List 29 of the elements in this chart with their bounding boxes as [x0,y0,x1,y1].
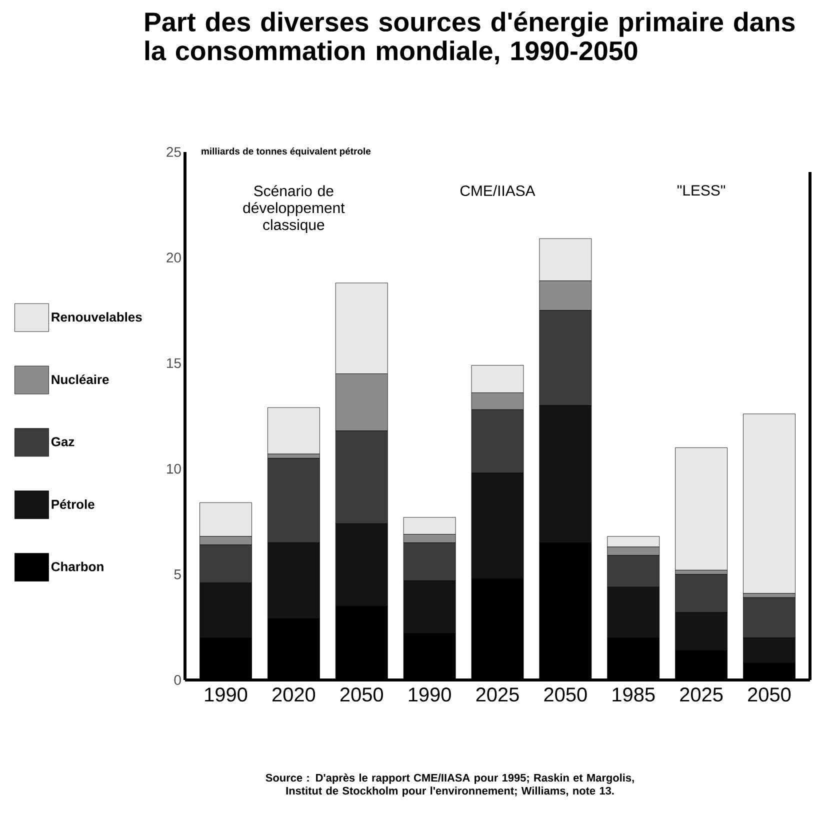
y-axis-title: milliards de tonnes équivalent pétrole [202,148,371,156]
y-tick-label: 0 [174,675,181,685]
bar [267,407,320,454]
x-tick-label: 2050 [748,688,791,702]
x-tick-label: 2020 [272,688,316,702]
x-tick-label: 2025 [476,688,519,702]
bar [743,414,796,594]
bar [675,447,728,570]
legend-label: Charbon [51,562,104,572]
y-tick-label: 5 [174,570,181,580]
annotation: "LESS" [678,185,726,196]
x-tick-label: 1990 [205,688,248,702]
legend-label: Gaz [51,437,74,446]
x-tick-label: 2025 [680,688,723,702]
y-tick-label: 25 [166,147,181,157]
annotation: Scénario de développement classique [243,185,345,234]
chart-title: Part des diverses sources d'énergie primaire dans la consommation mondiale, 1990-2050 [145,12,795,64]
legend-label: Pétrole [52,499,94,509]
x-tick-label: 2050 [340,688,383,702]
x-tick-label: 2050 [544,688,587,702]
y-tick-label: 15 [167,358,181,368]
annotation: CME/IIASA [460,185,536,196]
y-tick-label: 20 [166,252,181,263]
legend-label: Nucléaire [52,374,109,384]
x-tick-label: 1990 [408,688,451,702]
legend-label: Renouvelables [52,312,142,322]
y-tick-label: 10 [167,464,181,474]
source-note: Source : D'après le rapport CME/IIASA pour 1995; Raskin et Margolis, Institut de Stockholm pour l'environnement; Williams, note 13. [266,774,634,797]
x-tick-label: 1985 [612,688,655,702]
